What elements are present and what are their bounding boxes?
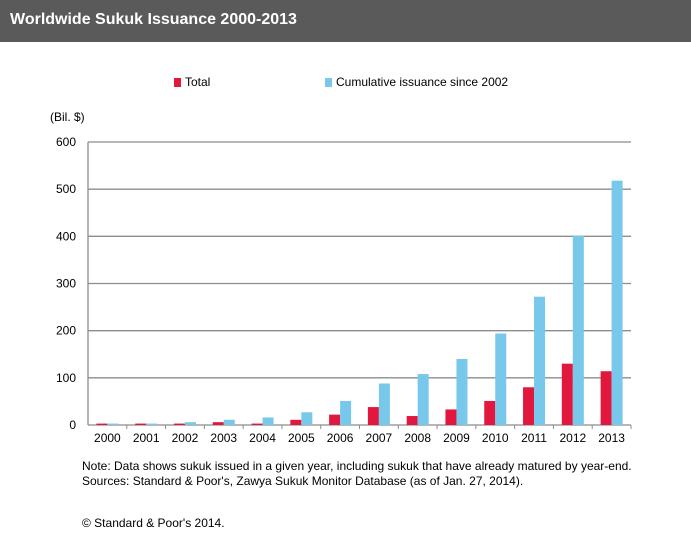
x-tick-label: 2009 [443, 431, 470, 445]
bar-total-2004 [251, 423, 263, 425]
legend-label-total: Total [185, 75, 211, 89]
y-tick-label: 300 [56, 277, 76, 291]
bar-total-2011 [523, 387, 535, 425]
x-tick-label: 2007 [366, 431, 393, 445]
bar-cumulative-2002 [184, 422, 196, 425]
bar-cumulative-2006 [340, 400, 352, 425]
bar-cumulative-2004 [262, 417, 274, 425]
title-bar: Worldwide Sukuk Issuance 2000-2013 [0, 0, 691, 42]
bar-total-2000 [96, 423, 108, 425]
x-tick-label: 2013 [598, 431, 625, 445]
y-tick-label: 500 [56, 182, 76, 196]
y-tick-label: 0 [69, 418, 76, 432]
bar-total-2010 [484, 400, 496, 425]
bar-cumulative-2013 [611, 180, 623, 425]
chart-note: Note: Data shows sukuk issued in a given… [82, 459, 632, 488]
x-tick-label: 2010 [482, 431, 509, 445]
bar-cumulative-2000 [107, 423, 119, 425]
legend-swatch-cumulative [325, 77, 332, 87]
bar-cumulative-2003 [223, 419, 235, 425]
bar-total-2008 [406, 416, 418, 425]
bar-total-2007 [367, 407, 379, 425]
x-tick-label: 2008 [404, 431, 431, 445]
bar-cumulative-2008 [417, 374, 429, 425]
x-tick-label: 2006 [327, 431, 354, 445]
x-tick-label: 2005 [288, 431, 315, 445]
y-tick-label: 600 [56, 135, 76, 149]
bar-cumulative-2011 [534, 296, 546, 425]
legend-label-cumulative: Cumulative issuance since 2002 [336, 75, 509, 89]
y-axis-unit: (Bil. $) [50, 110, 85, 124]
bar-total-2001 [135, 423, 147, 425]
x-tick-label: 2011 [521, 431, 547, 445]
bar-cumulative-2005 [301, 412, 313, 425]
bar-cumulative-2001 [146, 423, 158, 425]
x-tick-label: 2000 [94, 431, 121, 445]
y-tick-label: 400 [56, 229, 76, 243]
bar-total-2005 [290, 419, 302, 425]
bar-cumulative-2010 [495, 333, 507, 425]
legend-cumulative: Cumulative issuance since 2002 [325, 75, 508, 89]
bar-total-2009 [445, 409, 457, 425]
copyright: © Standard & Poor's 2014. [82, 516, 225, 530]
chart-title: Worldwide Sukuk Issuance 2000-2013 [10, 11, 297, 28]
x-tick-label: 2012 [559, 431, 586, 445]
y-tick-label: 100 [56, 371, 76, 385]
x-tick-label: 2002 [172, 431, 199, 445]
bar-total-2006 [329, 414, 341, 425]
bar-cumulative-2007 [378, 383, 390, 425]
x-tick-label: 2003 [210, 431, 237, 445]
bar-total-2003 [212, 422, 224, 425]
x-tick-label: 2001 [133, 431, 160, 445]
x-tick-label: 2004 [249, 431, 276, 445]
bar-total-2013 [600, 371, 612, 425]
bar-cumulative-2009 [456, 358, 468, 425]
y-tick-label: 200 [56, 324, 76, 338]
legend-swatch-total [174, 77, 181, 87]
bar-total-2012 [561, 363, 573, 425]
bar-cumulative-2012 [572, 235, 584, 425]
bar-total-2002 [173, 423, 185, 425]
legend-total: Total [174, 75, 210, 89]
